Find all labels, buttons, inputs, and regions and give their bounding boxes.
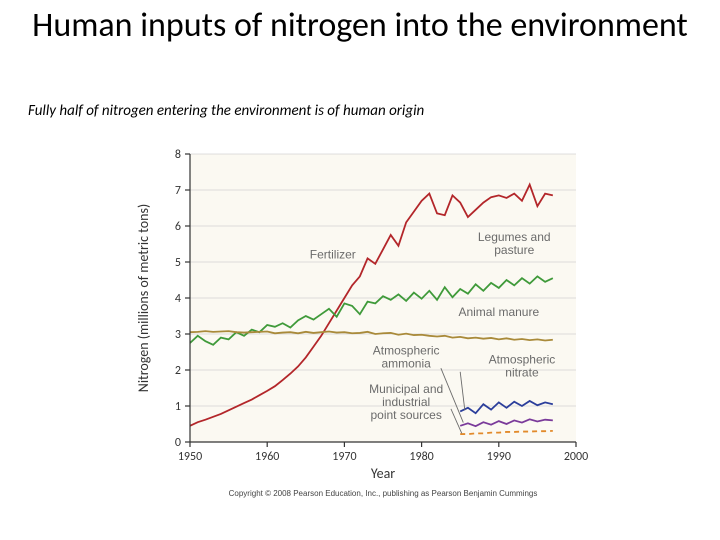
x-axis-label: Year	[371, 465, 395, 482]
series-label-legumes: Legumes and	[478, 230, 551, 244]
series-label-atm_ammonia: ammonia	[381, 357, 431, 371]
x-tick-label: 1990	[487, 450, 511, 464]
y-tick-label: 7	[175, 184, 181, 198]
series-label-point_sources: point sources	[370, 408, 441, 422]
slide-subtitle: Fully half of nitrogen entering the envi…	[28, 102, 424, 120]
nitrogen-chart: 0 1 2 3 4 5 6 7 8 1950 1960 1970 1980 1990 2000 Year Nit…	[128, 140, 600, 500]
x-tick-label: 1960	[255, 450, 279, 464]
series-label-atm_nitrate: nitrate	[505, 366, 539, 380]
chart-svg: 0 1 2 3 4 5 6 7 8 1950 1960 1970 1980 1990 2000 Year Nit…	[128, 140, 600, 500]
series-label-manure: Animal manure	[458, 305, 539, 319]
series-label-point_sources: Municipal and	[369, 382, 443, 396]
x-tick-label: 1950	[178, 450, 202, 464]
y-tick-label: 2	[175, 364, 181, 378]
y-tick-label: 1	[175, 400, 181, 414]
y-tick-label: 6	[175, 220, 181, 234]
x-tick-label: 1980	[409, 450, 433, 464]
series-label-atm_ammonia: Atmospheric	[373, 344, 440, 358]
y-tick-label: 5	[175, 256, 181, 270]
y-tick-label: 0	[175, 436, 181, 450]
y-tick-label: 4	[175, 292, 181, 306]
series-label-atm_nitrate: Atmospheric	[489, 353, 556, 367]
y-tick-label: 3	[175, 328, 181, 342]
x-tick-label: 1970	[332, 450, 356, 464]
copyright-text: Copyright © 2008 Pearson Education, Inc.…	[229, 489, 538, 498]
series-label-legumes: pasture	[494, 243, 534, 257]
x-tick-label: 2000	[564, 450, 588, 464]
series-label-point_sources: industrial	[382, 395, 430, 409]
series-label-fertilizer: Fertilizer	[310, 247, 356, 261]
slide-title: Human inputs of nitrogen into the enviro…	[0, 6, 720, 45]
y-tick-label: 8	[175, 148, 181, 162]
y-axis-label: Nitrogen (millions of metric tons)	[135, 204, 152, 392]
